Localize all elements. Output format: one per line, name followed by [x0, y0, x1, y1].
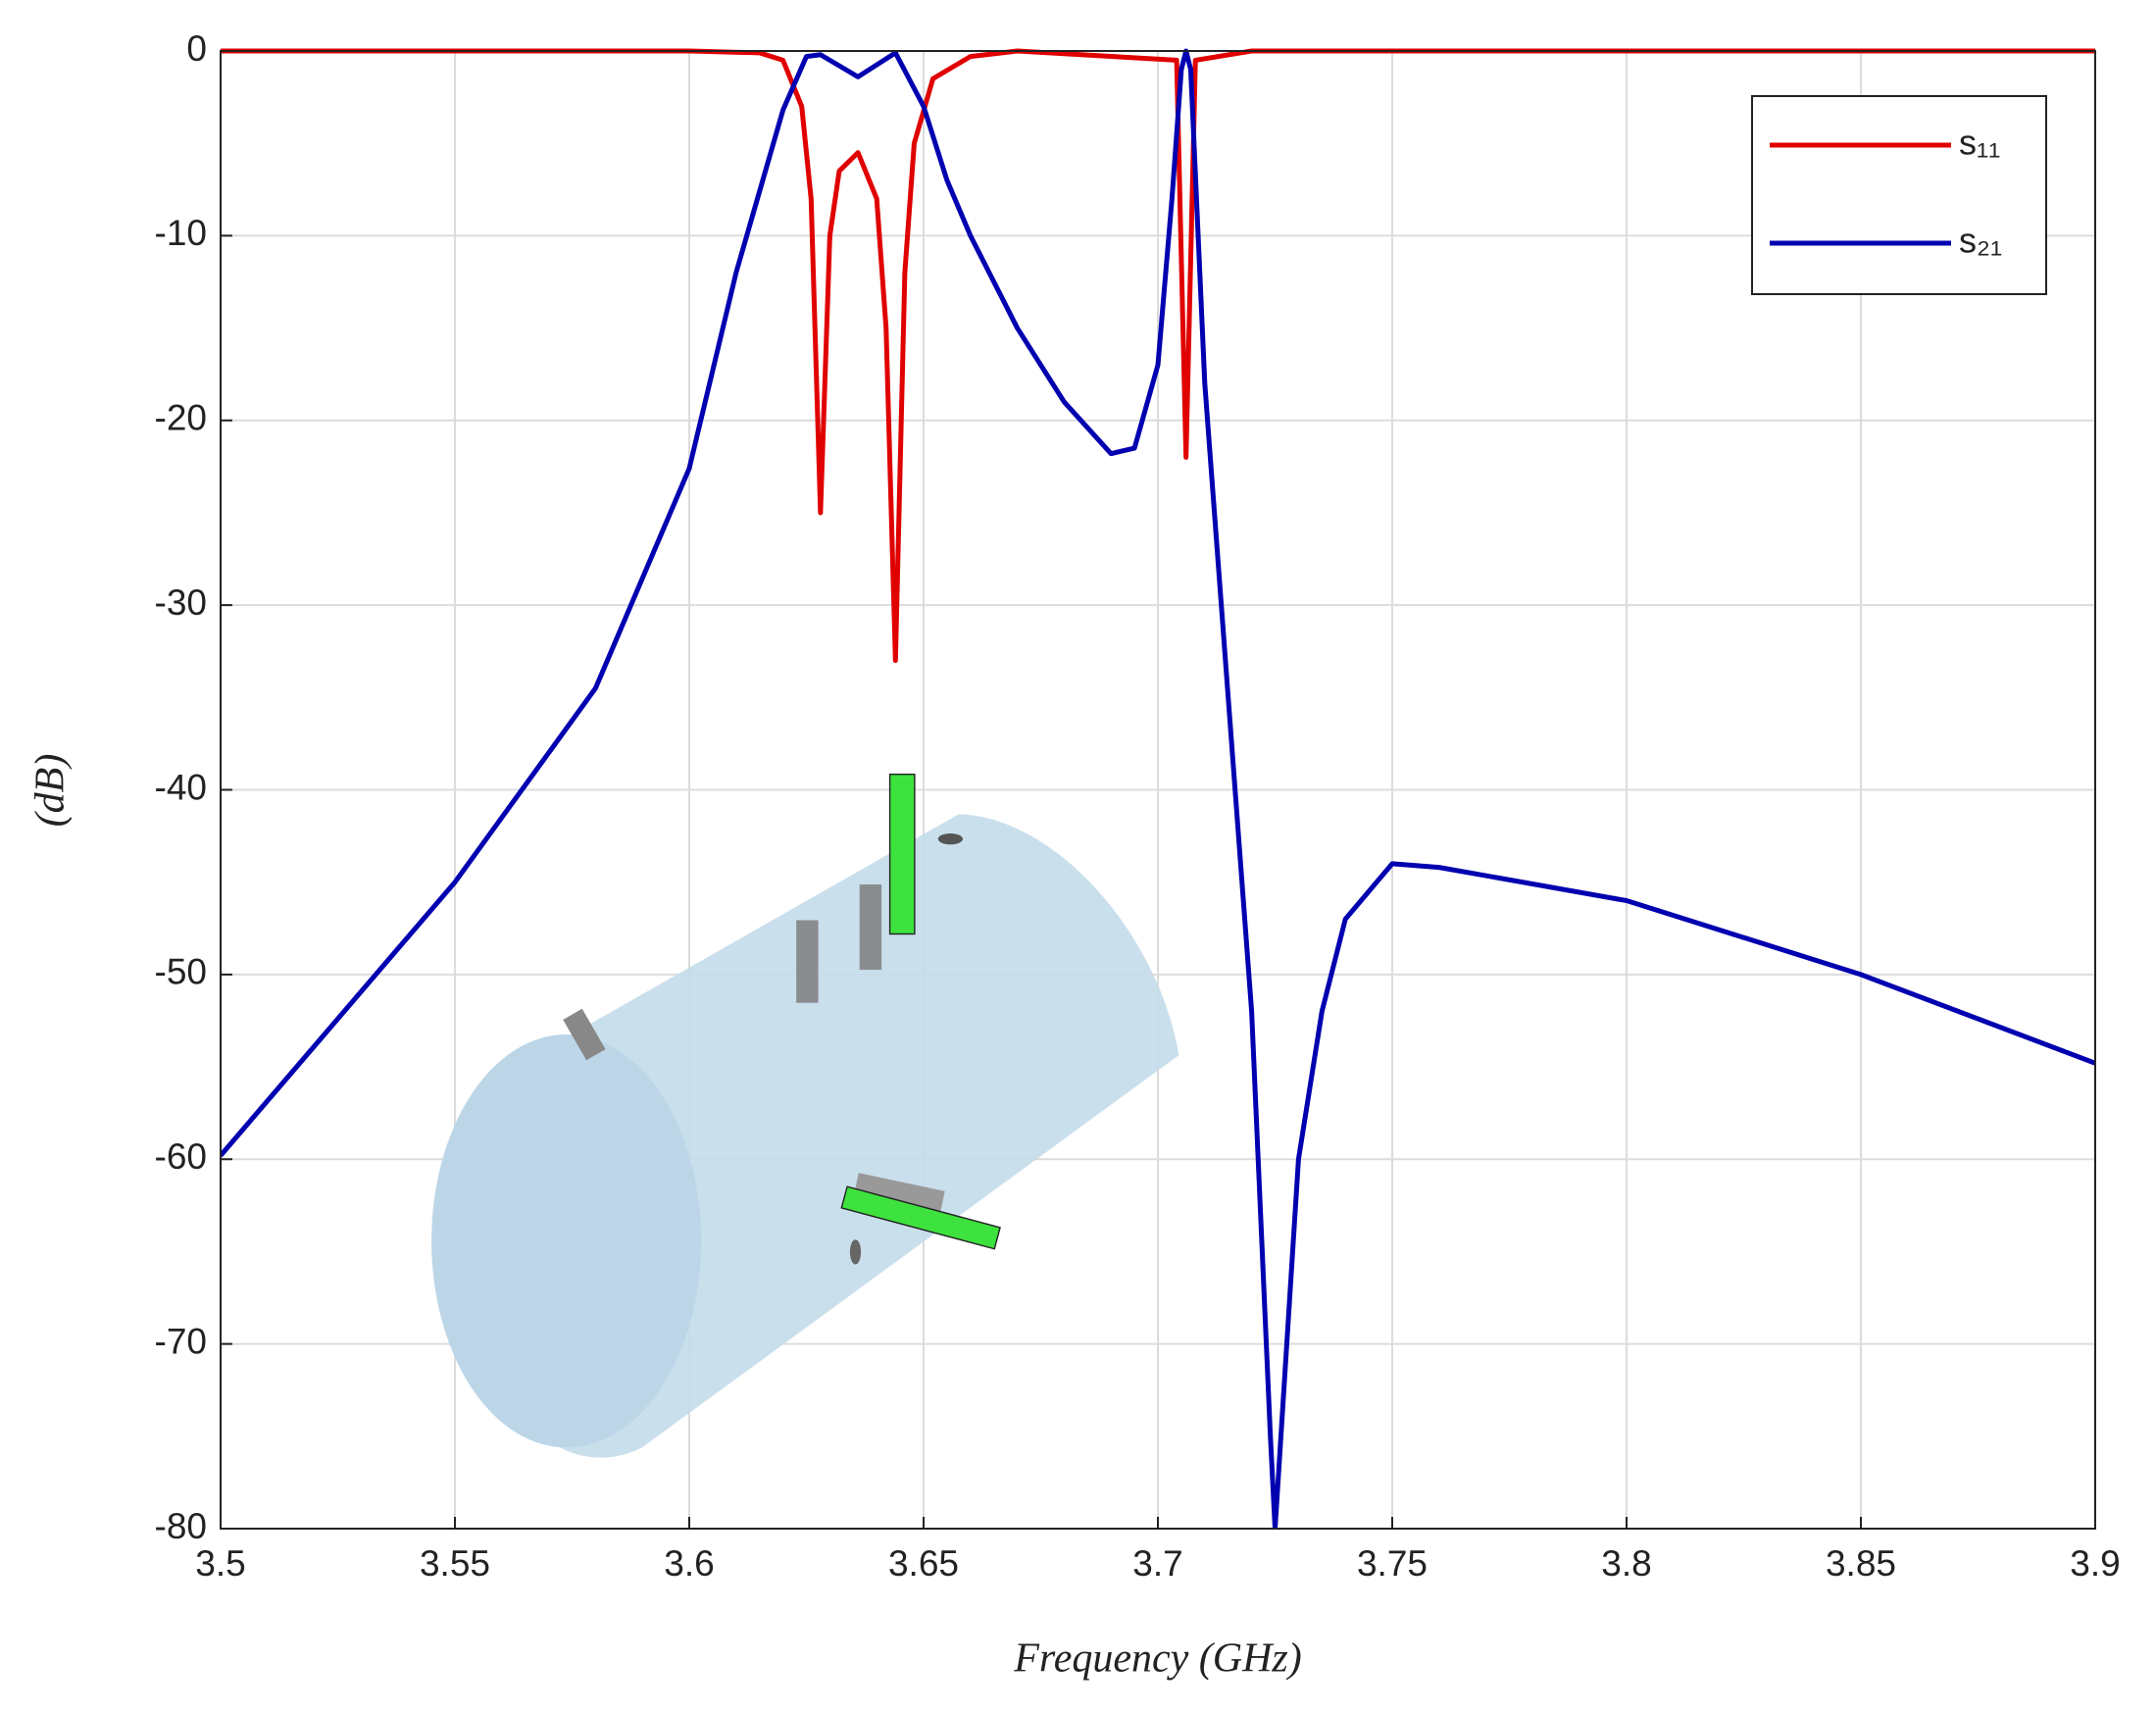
x-tick-label: 3.8	[1601, 1543, 1651, 1584]
series-line	[221, 48, 2095, 1529]
x-tick-label: 3.85	[1826, 1543, 1896, 1584]
y-tick-label: -40	[155, 767, 207, 807]
x-axis-title: Frequency (GHz)	[1013, 1636, 1302, 1682]
filter-illustration	[431, 773, 1179, 1458]
legend-label: s₂₁	[1959, 221, 2002, 261]
x-tick-label: 3.6	[664, 1543, 714, 1584]
y-tick-label: -30	[155, 582, 207, 623]
x-tick-label: 3.7	[1132, 1543, 1182, 1584]
y-tick-label: -50	[155, 952, 207, 992]
x-tick-label: 3.55	[420, 1543, 490, 1584]
lines	[221, 48, 2095, 1529]
x-tick-label: 3.9	[2070, 1543, 2120, 1584]
y-tick-label: -80	[155, 1506, 207, 1546]
series-line	[221, 48, 2095, 664]
y-tick-label: 0	[186, 28, 207, 69]
y-tick-label: -60	[155, 1136, 207, 1177]
legend: s₁₁ s₂₁	[1751, 95, 2047, 295]
x-tick-label: 3.5	[195, 1543, 245, 1584]
y-tick-label: -70	[155, 1321, 207, 1361]
y-tick-label: -20	[155, 398, 207, 438]
y-axis-title: (dB)	[28, 754, 74, 828]
y-tick-label: -10	[155, 213, 207, 253]
x-tick-label: 3.65	[888, 1543, 959, 1584]
legend-label: s₁₁	[1959, 123, 2000, 163]
legend-box	[1751, 95, 2047, 295]
x-tick-label: 3.75	[1357, 1543, 1428, 1584]
